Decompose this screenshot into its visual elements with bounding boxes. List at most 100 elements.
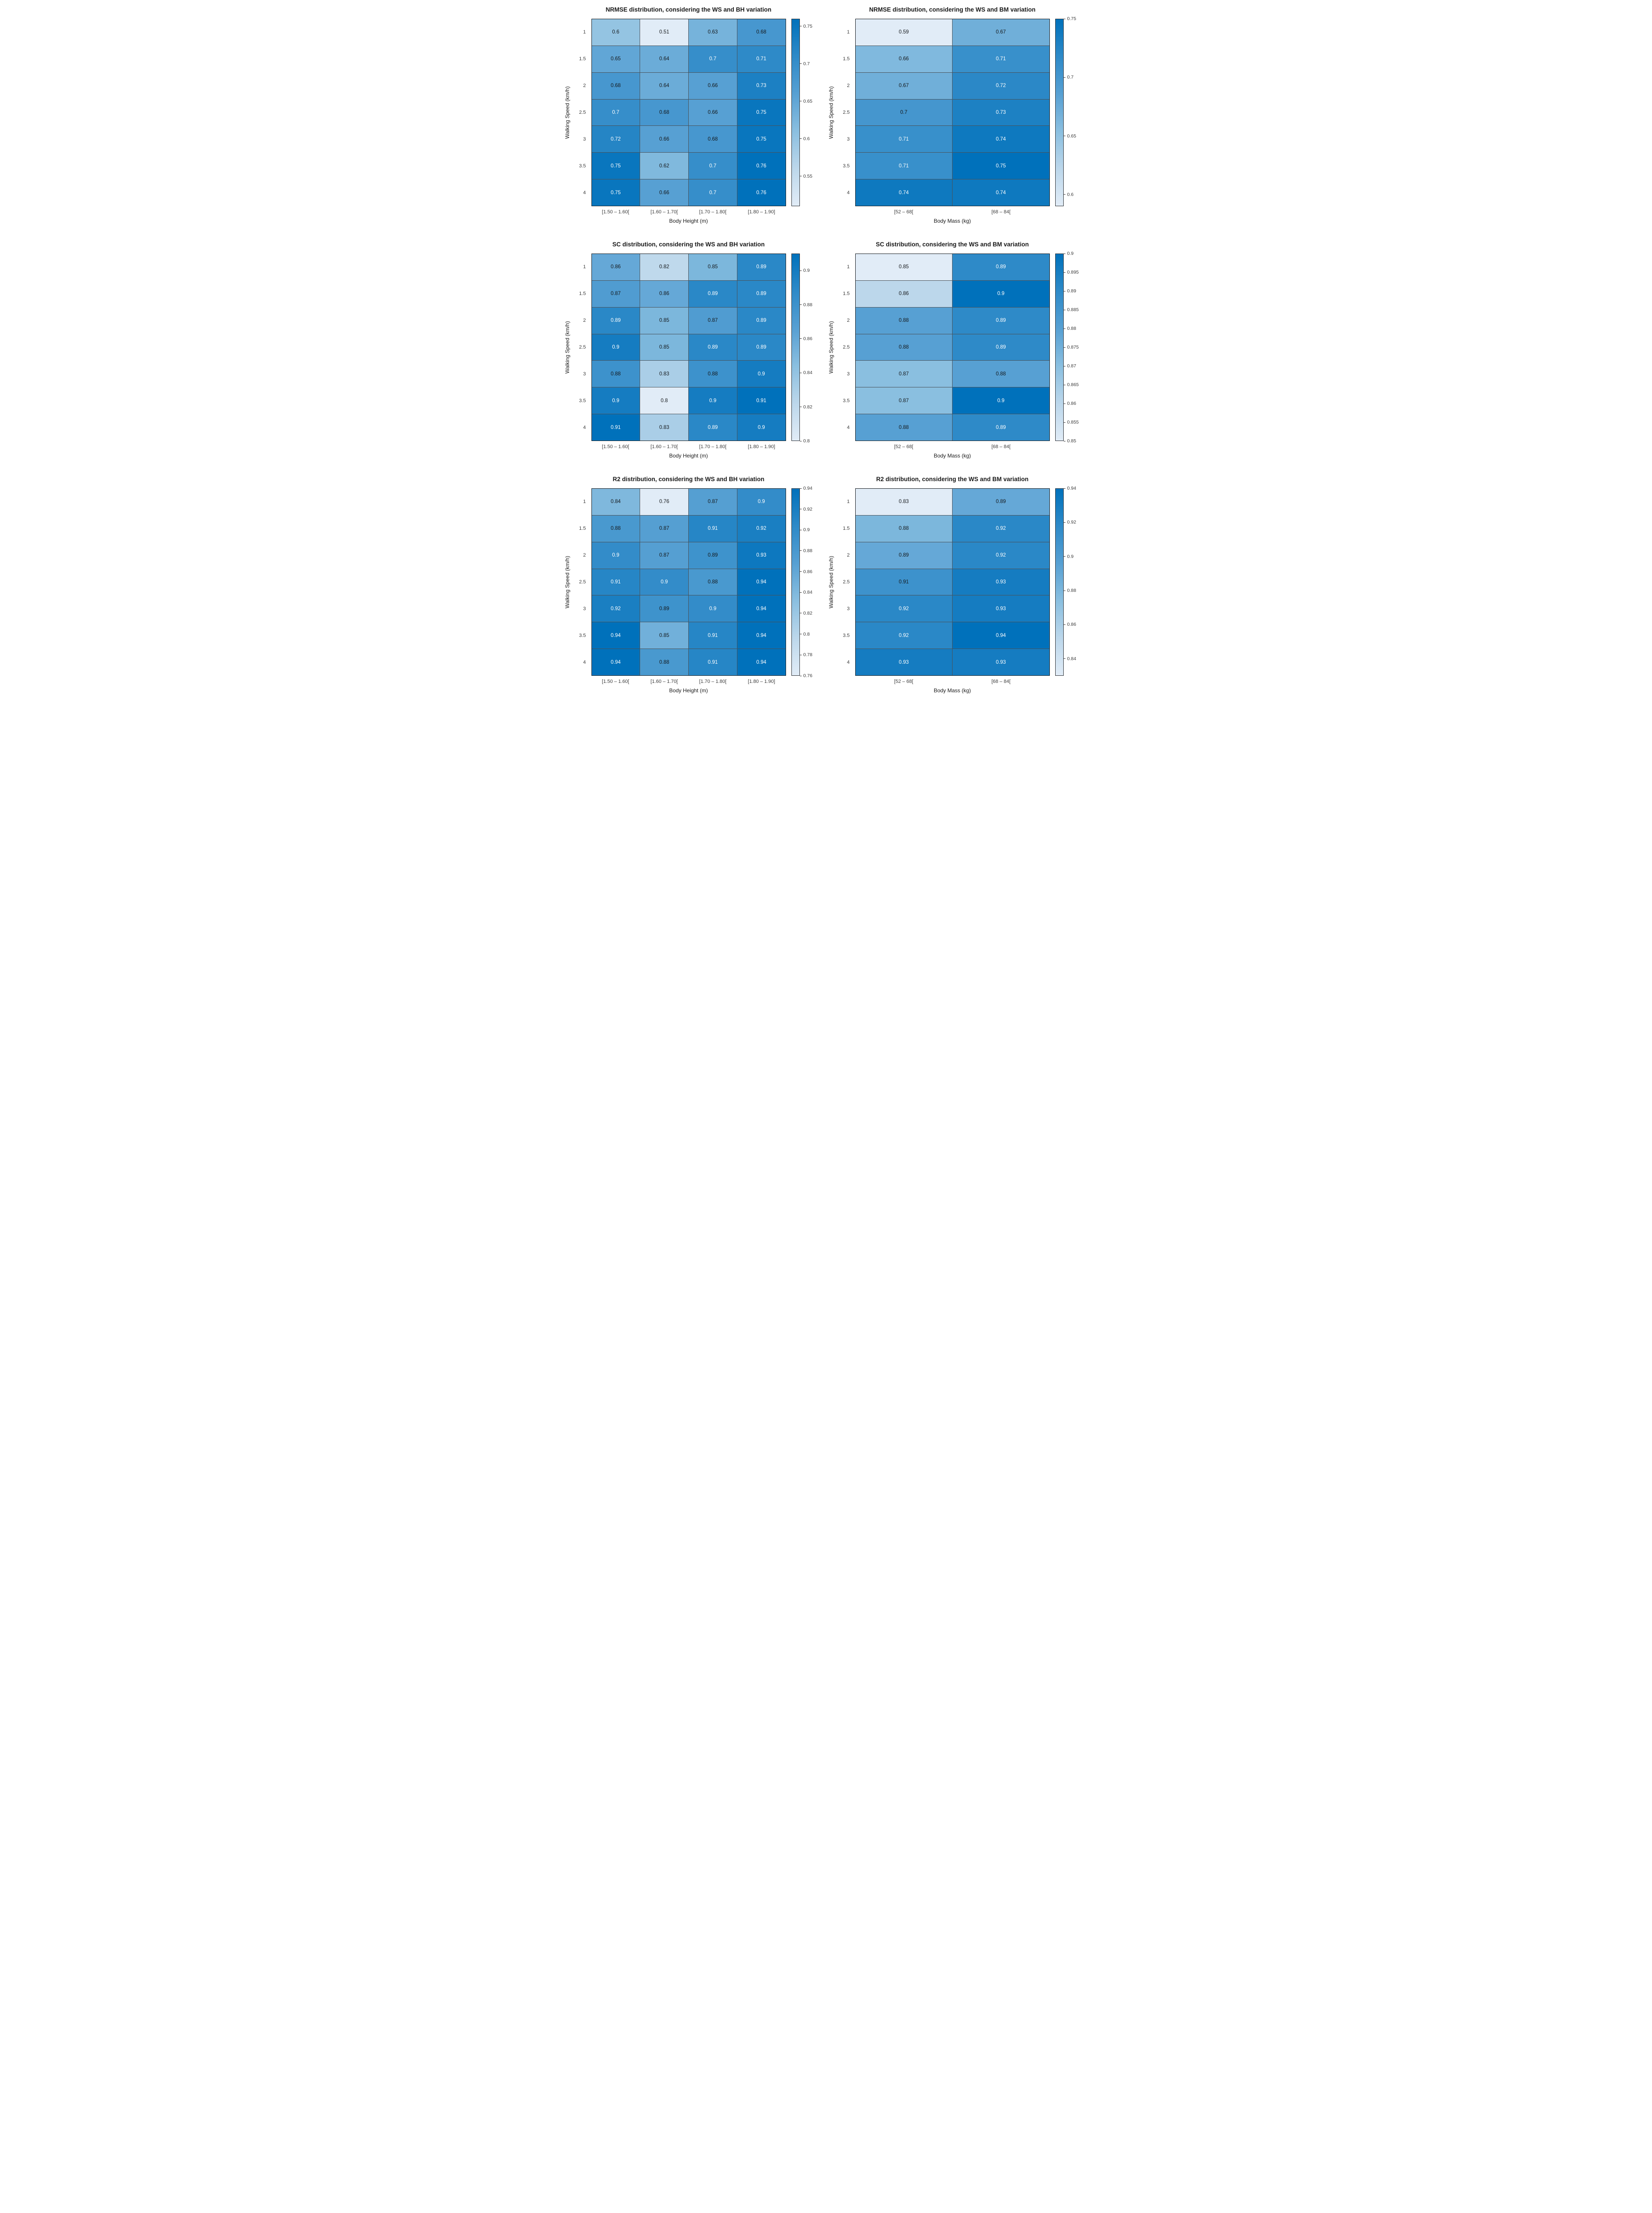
colorbar-tick-mark: [1063, 488, 1065, 489]
x-tick-label: [1.70 – 1.80[: [699, 679, 727, 684]
colorbar: 0.9 0.88 0.86 0.84 0.82 0.8: [791, 254, 825, 444]
panel-title: SC distribution, considering the WS and …: [876, 241, 1029, 248]
heatmap-cell: 0.87: [689, 489, 737, 515]
heatmap-grid: 0.86 0.82 0.85 0.89 0.87 0.86 0.89 0.89 0.89 0.85…: [591, 254, 786, 441]
heatmap-cell: 0.89: [953, 489, 1049, 515]
y-tick-label: 1: [583, 499, 586, 504]
plot-area: 0.84 0.76 0.87 0.9 0.88 0.87 0.91 0.92 0.9 0.87 0.…: [591, 488, 786, 694]
y-tick-label: 3.5: [843, 633, 850, 638]
colorbar-tick-label: 0.855: [1067, 420, 1079, 425]
heatmap-cell: 0.94: [591, 649, 640, 675]
heatmap-cell: 0.75: [737, 99, 786, 126]
plot-area: 0.86 0.82 0.85 0.89 0.87 0.86 0.89 0.89 0.89 0.85…: [591, 254, 786, 459]
heatmap-cell: 0.94: [737, 569, 786, 595]
y-tick-label: 2: [583, 318, 586, 323]
figure-row-r2: R2 distribution, considering the WS and …: [563, 472, 1090, 707]
heatmap-cell: 0.88: [689, 569, 737, 595]
colorbar-tick-mark: [799, 571, 802, 572]
heatmap-cell: 0.89: [737, 280, 786, 307]
heatmap-cell: 0.72: [953, 72, 1049, 99]
heatmap-cell: 0.7: [855, 99, 952, 126]
y-tick-label: 1: [847, 264, 850, 270]
heatmap-cell: 0.68: [689, 126, 737, 153]
colorbar-tick-label: 0.7: [1067, 75, 1074, 80]
heatmap-cell: 0.59: [855, 19, 952, 46]
heatmap-cell: 0.94: [737, 649, 786, 675]
panel-title: SC distribution, considering the WS and …: [612, 241, 765, 248]
heatmap-cell: 0.89: [591, 307, 640, 334]
x-tick-label: [1.50 – 1.60[: [602, 209, 629, 215]
colorbar-gradient: [1055, 488, 1064, 676]
heatmap-cell: 0.71: [855, 153, 952, 179]
heatmap-cell: 0.89: [737, 254, 786, 280]
heatmap-cell: 0.9: [689, 595, 737, 622]
heatmap-cell: 0.89: [737, 334, 786, 361]
x-tick-label: [68 – 84[: [991, 679, 1011, 684]
heatmap-cell: 0.92: [953, 542, 1049, 569]
heatmap-cell: 0.74: [855, 179, 952, 206]
y-tick-label: 3: [847, 606, 850, 611]
heatmap-cell: 0.92: [855, 622, 952, 649]
colorbar: 0.75 0.7 0.65 0.6 0.55: [791, 19, 825, 206]
panel-title: NRMSE distribution, considering the WS a…: [605, 6, 772, 13]
heatmap-cell: 0.74: [953, 126, 1049, 153]
colorbar-tick-label: 0.86: [1067, 622, 1076, 628]
y-tick-label: 1: [847, 499, 850, 504]
heatmap-cell: 0.83: [640, 361, 688, 387]
y-axis-label: Walking Speed (km/h): [564, 86, 570, 139]
x-axis-label: Body Height (m): [669, 218, 708, 224]
colorbar-tick-label: 0.82: [803, 610, 812, 616]
heatmap-cell: 0.91: [689, 515, 737, 542]
colorbar-tick-mark: [1063, 522, 1065, 523]
colorbar: 0.94 0.92 0.9 0.88 0.86 0.84 0.82 0.8 0.78 0.76: [791, 486, 825, 678]
y-axis-label: Walking Speed (km/h): [828, 556, 834, 608]
colorbar-gradient: [791, 254, 800, 441]
y-tick-label: 3: [847, 371, 850, 377]
heatmap-cell: 0.51: [640, 19, 688, 46]
heatmap-cell: 0.68: [737, 19, 786, 46]
heatmap-cell: 0.9: [591, 542, 640, 569]
colorbar-tick-label: 0.84: [803, 590, 812, 595]
heatmap-cell: 0.68: [591, 72, 640, 99]
heatmap-cell: 0.93: [953, 649, 1049, 675]
colorbar-tick-mark: [799, 488, 802, 489]
colorbar-tick-label: 0.88: [1067, 326, 1076, 331]
heatmap-cell: 0.93: [953, 595, 1049, 622]
colorbar-tick-label: 0.75: [803, 23, 812, 29]
colorbar-tick-label: 0.87: [1067, 363, 1076, 369]
y-tick-label: 3.5: [579, 163, 586, 169]
heatmap-cell: 0.85: [640, 622, 688, 649]
y-tick-label: 1.5: [843, 526, 850, 531]
heatmap-cell: 0.66: [689, 72, 737, 99]
colorbar-tick-label: 0.88: [1067, 588, 1076, 594]
colorbar-gradient: [1055, 254, 1064, 441]
heatmap-cell: 0.67: [953, 19, 1049, 46]
heatmap-cell: 0.76: [737, 179, 786, 206]
x-axis-label: Body Mass (kg): [933, 218, 971, 224]
panel-sc-bm: SC distribution, considering the WS and …: [827, 237, 1090, 470]
plot-area: 0.59 0.67 0.66 0.71 0.67 0.72 0.7 0.73 0.71 0.74 0…: [855, 19, 1050, 224]
heatmap-cell: 0.86: [640, 280, 688, 307]
y-tick-labels: 1 1.5 2 2.5 3 3.5 4: [836, 254, 853, 441]
y-tick-label: 4: [847, 660, 850, 665]
colorbar-tick-mark: [1063, 403, 1065, 404]
colorbar-tick-label: 0.6: [803, 136, 810, 141]
y-tick-label: 2.5: [843, 110, 850, 115]
x-tick-label: [1.80 – 1.90]: [748, 209, 775, 215]
heatmap-cell: 0.85: [855, 254, 952, 280]
colorbar-tick-mark: [1063, 194, 1065, 195]
x-tick-label: [1.80 – 1.90]: [748, 679, 775, 684]
colorbar-tick-label: 0.9: [803, 527, 810, 533]
colorbar-tick-label: 0.94: [803, 486, 812, 491]
colorbar-tick-mark: [799, 550, 802, 551]
colorbar: 0.9 0.895 0.89 0.885 0.88 0.875 0.87 0.865 0.86 0…: [1055, 251, 1089, 444]
colorbar-tick-mark: [1063, 77, 1065, 78]
figure-row-sc: SC distribution, considering the WS and …: [563, 237, 1090, 472]
heatmap-cell: 0.94: [737, 622, 786, 649]
heatmap-cell: 0.74: [953, 179, 1049, 206]
heatmap-cell: 0.88: [855, 515, 952, 542]
colorbar: 0.75 0.7 0.65 0.6: [1055, 16, 1089, 206]
heatmap-cell: 0.94: [591, 622, 640, 649]
colorbar-tick-label: 0.92: [803, 506, 812, 512]
heatmap-cell: 0.85: [640, 307, 688, 334]
